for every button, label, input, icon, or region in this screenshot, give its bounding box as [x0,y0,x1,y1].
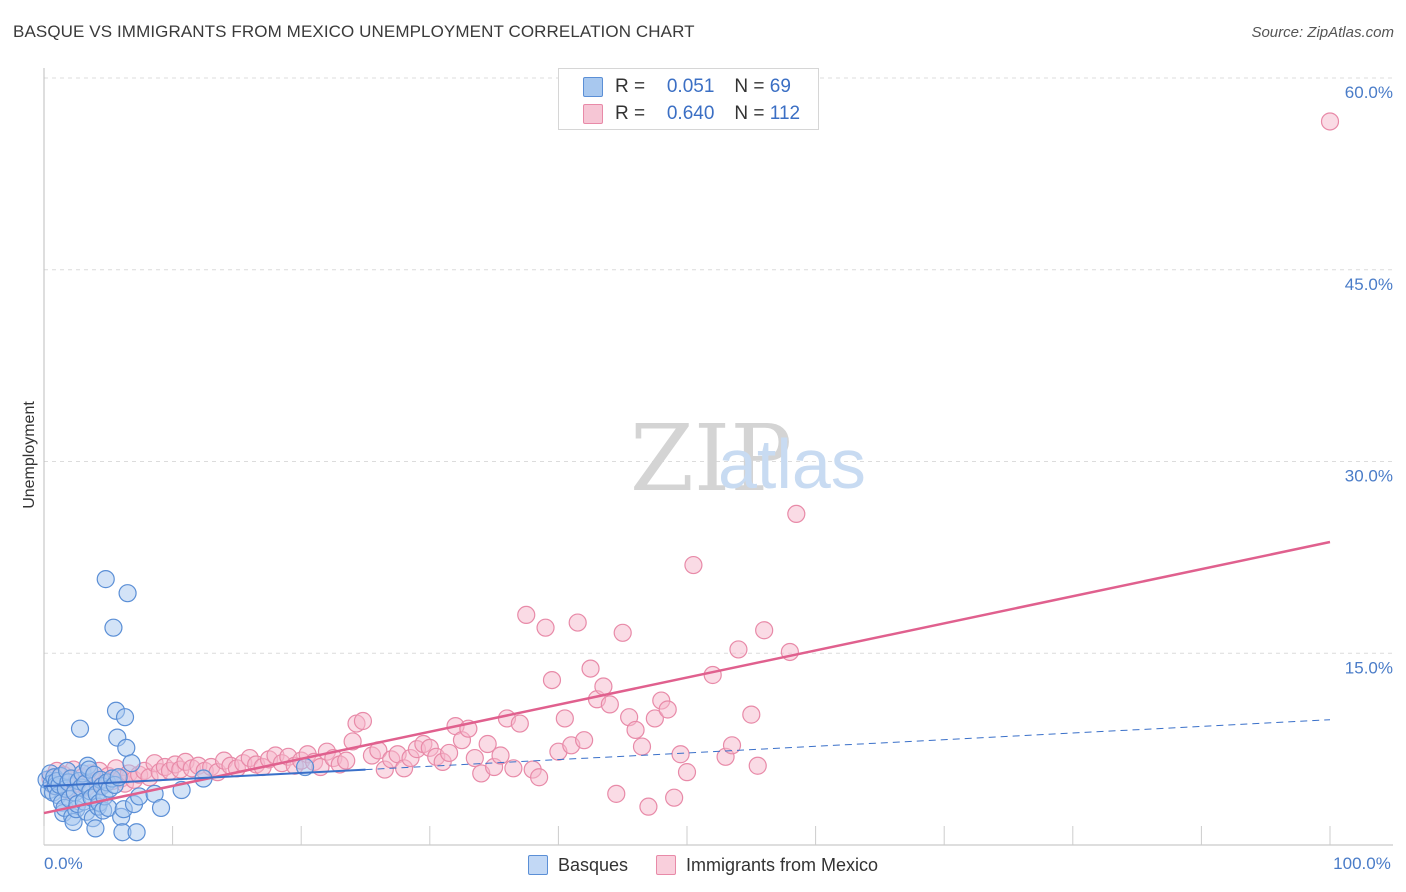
data-point-immigrants [555,709,574,728]
series-legend: Basques Immigrants from Mexico [0,852,1406,878]
legend-swatch-blue [527,855,548,875]
legend-r-label: R = [615,76,646,97]
data-point-immigrants [439,743,459,763]
data-point-immigrants [748,756,767,775]
y-tick-label: 45.0% [1345,275,1393,294]
data-point-basques [117,738,136,757]
correlation-legend: R = 0.051 N = 69 R = 0.640 N = 112 [558,68,819,130]
data-point-immigrants [542,670,562,690]
legend-row-basques: R = 0.051 N = 69 [583,75,791,99]
tick-labels: 15.0% 30.0% 45.0% 60.0% 0.0% 100.0% [44,83,1393,873]
data-point-immigrants [645,709,664,728]
data-point-immigrants [722,736,742,755]
data-point-immigrants [729,640,748,659]
y-tick-label: 15.0% [1345,658,1393,677]
data-point-basques [115,708,135,727]
data-point-immigrants [742,705,761,724]
data-point-immigrants [703,665,722,685]
chart-title: BASQUE VS IMMIGRANTS FROM MEXICO UNEMPLO… [13,22,695,41]
legend-swatch-pink [583,104,603,124]
data-point-immigrants [581,659,600,678]
legend-n-value: 69 [769,76,791,97]
data-point-immigrants [639,797,658,816]
legend-row-immigrants: R = 0.640 N = 112 [583,102,800,126]
data-point-immigrants [632,737,652,756]
legend-label-basques: Basques [557,854,628,875]
data-point-immigrants [626,720,645,740]
axes [43,68,1393,846]
trend-lines [43,540,1331,815]
data-point-immigrants [665,788,684,807]
legend-swatch-blue [583,77,603,97]
data-point-immigrants [594,677,613,696]
data-point-immigrants [568,613,587,632]
data-point-basques [96,570,115,589]
source-label: Source: ZipAtlas.com [1251,24,1394,41]
data-point-immigrants [600,695,619,714]
trend-line-basques-solid [43,768,366,788]
data-point-immigrants [1320,112,1340,131]
data-point-immigrants [787,504,806,524]
data-point-immigrants [504,759,523,778]
data-point-immigrants [491,746,510,765]
series-basques [37,570,315,842]
legend-item-basques: Basques [527,854,628,876]
watermark: ZIP atlas [630,405,866,512]
data-point-immigrants [337,751,356,770]
legend-label-immigrants: Immigrants from Mexico [686,854,879,875]
data-point-basques [118,584,137,603]
data-point-immigrants [613,623,632,642]
data-point-immigrants [510,714,529,733]
trend-line-basques-dashed [365,719,1331,771]
y-axis-label: Unemployment [21,401,38,509]
watermark-atlas: atlas [718,425,866,503]
data-point-immigrants [517,605,536,625]
data-point-immigrants [353,711,373,731]
grid [44,77,1393,654]
data-point-immigrants [536,618,555,637]
data-point-immigrants [478,734,497,754]
data-point-immigrants [684,555,703,575]
legend-r-label: R = [615,103,646,124]
data-point-immigrants [677,763,697,782]
legend-n-value: 112 [769,103,801,124]
x-tick-label: 0.0% [44,854,83,873]
data-point-immigrants [607,784,626,803]
data-point-basques [127,823,146,842]
data-point-basques [70,719,90,738]
data-point-basques [86,819,105,838]
legend-swatch-pink [656,855,676,875]
legend-item-immigrants: Immigrants from Mexico [656,855,878,876]
data-point-immigrants [530,768,549,787]
legend-n-label: N = [734,103,765,124]
data-point-immigrants [343,732,362,751]
data-point-immigrants [658,700,677,719]
legend-r-value: 0.051 [666,76,715,97]
y-tick-label: 60.0% [1345,83,1393,102]
data-point-basques [104,618,123,637]
data-point-immigrants [671,745,690,764]
legend-n-label: N = [734,76,765,97]
watermark-zip: ZIP [630,405,792,512]
data-point-immigrants [465,748,484,768]
legend-r-value: 0.640 [666,103,715,124]
x-tick-label: 100.0% [1333,854,1391,873]
y-tick-label: 30.0% [1345,467,1393,486]
data-point-immigrants [575,731,594,750]
data-point-immigrants [755,621,774,640]
data-point-basques [151,798,171,818]
trend-line-immigrants [43,540,1331,815]
data-point-basques [122,754,141,773]
